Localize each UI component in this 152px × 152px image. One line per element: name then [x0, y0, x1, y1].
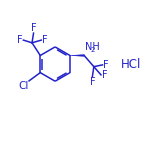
Polygon shape [70, 55, 84, 56]
Text: Cl: Cl [18, 81, 28, 92]
Text: F: F [102, 70, 107, 80]
Text: F: F [17, 35, 23, 45]
Text: F: F [103, 60, 109, 70]
Text: F: F [90, 77, 95, 87]
Text: F: F [42, 35, 48, 45]
Text: NH: NH [85, 42, 100, 52]
Text: F: F [31, 22, 36, 33]
Text: 2: 2 [91, 47, 95, 53]
Text: HCl: HCl [121, 58, 141, 71]
